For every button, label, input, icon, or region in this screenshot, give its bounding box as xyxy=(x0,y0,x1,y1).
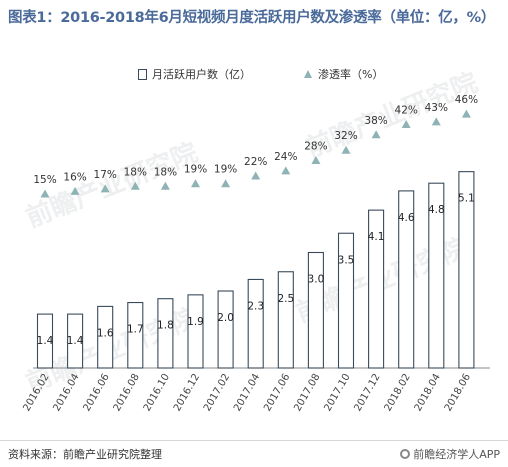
bar xyxy=(127,301,144,369)
penetration-label: 46% xyxy=(455,94,478,106)
penetration-marker xyxy=(311,156,321,165)
penetration-label: 22% xyxy=(244,156,267,168)
penetration-marker xyxy=(281,166,291,175)
penetration-marker xyxy=(371,130,381,139)
bar xyxy=(217,290,234,369)
penetration-label: 24% xyxy=(274,151,297,163)
penetration-marker xyxy=(401,119,411,128)
bar xyxy=(187,294,204,369)
bar-value-label: 5.1 xyxy=(458,193,475,205)
legend-item-penetration: 渗透率（%） xyxy=(304,66,383,82)
legend-item-mau: 月活跃用户数（亿） xyxy=(138,66,251,82)
legend-label-penetration: 渗透率（%） xyxy=(318,68,384,81)
penetration-label: 17% xyxy=(94,169,117,181)
bar-value-label: 2.0 xyxy=(217,312,234,324)
x-tick-label: 2017.12 xyxy=(352,372,382,413)
penetration-marker xyxy=(100,184,110,193)
x-tick-label: 2016.12 xyxy=(172,372,202,413)
bar xyxy=(428,182,445,369)
x-tick-label: 2017.02 xyxy=(202,372,232,413)
x-tick-label: 2018.06 xyxy=(443,372,473,413)
bar xyxy=(307,251,324,369)
bar-value-label: 4.6 xyxy=(398,212,415,224)
penetration-marker xyxy=(160,181,170,190)
bar-value-label: 3.5 xyxy=(338,254,355,266)
x-tick-label: 2016.10 xyxy=(142,372,172,413)
bar-value-label: 1.4 xyxy=(37,335,54,347)
penetration-label: 16% xyxy=(63,171,86,183)
bar-value-label: 1.7 xyxy=(127,324,144,336)
x-tick-label: 2018.04 xyxy=(413,372,443,413)
penetration-marker xyxy=(431,117,441,126)
penetration-label: 19% xyxy=(214,164,237,176)
legend: 月活跃用户数（亿） 渗透率（%） xyxy=(0,66,508,84)
brand: 前瞻经济学人APP xyxy=(400,446,500,462)
bar-value-label: 1.4 xyxy=(67,335,84,347)
x-tick-label: 2017.10 xyxy=(322,372,352,413)
bar xyxy=(97,305,114,369)
penetration-marker xyxy=(70,186,80,195)
penetration-label: 18% xyxy=(124,166,147,178)
penetration-label: 43% xyxy=(425,102,448,114)
bar-value-label: 1.9 xyxy=(187,316,204,328)
source-note: 资料来源：前瞻产业研究院整理 xyxy=(8,448,162,461)
legend-triangle-swatch xyxy=(304,70,312,78)
chart-title: 图表1：2016-2018年6月短视频月度活跃用户数及渗透率（单位：亿，%） xyxy=(8,10,496,26)
x-tick-label: 2017.06 xyxy=(262,372,292,413)
legend-label-mau: 月活跃用户数（亿） xyxy=(152,68,251,81)
penetration-marker xyxy=(251,171,261,180)
bar xyxy=(277,271,294,369)
x-tick-label: 2017.04 xyxy=(232,372,262,413)
penetration-marker xyxy=(341,145,351,154)
bar xyxy=(157,298,174,369)
bar-value-label: 1.6 xyxy=(97,327,114,339)
penetration-marker xyxy=(461,109,471,118)
x-tick-label: 2016.06 xyxy=(82,372,112,413)
penetration-marker xyxy=(130,181,140,190)
penetration-label: 42% xyxy=(395,104,418,116)
bar xyxy=(458,171,475,369)
bar xyxy=(36,313,54,369)
bar xyxy=(398,190,415,369)
penetration-label: 38% xyxy=(364,115,387,127)
x-tick-label: 2016.02 xyxy=(21,372,51,413)
penetration-label: 18% xyxy=(154,166,177,178)
bar-value-label: 2.5 xyxy=(277,293,294,305)
penetration-marker xyxy=(191,179,200,188)
bar xyxy=(67,313,84,369)
bar-value-label: 2.3 xyxy=(247,300,264,312)
footer: 资料来源：前瞻产业研究院整理 前瞻经济学人APP xyxy=(0,440,508,467)
x-tick-label: 2017.08 xyxy=(292,372,322,413)
chart-plot: 1.4 15% 2016.02 1.4 16% 2016.04 1.6 17% 2016.06 1… xyxy=(21,94,490,413)
x-tick-label: 2018.02 xyxy=(383,372,413,413)
bar xyxy=(247,278,264,369)
x-tick-label: 2016.08 xyxy=(112,372,142,413)
brand-logo-icon xyxy=(400,449,411,459)
bar-value-label: 4.1 xyxy=(368,231,385,243)
bar xyxy=(337,232,355,369)
penetration-label: 15% xyxy=(33,174,56,186)
legend-bar-swatch xyxy=(138,68,147,80)
penetration-marker xyxy=(40,189,50,198)
penetration-label: 32% xyxy=(334,130,357,142)
bar-value-label: 3.0 xyxy=(308,274,325,286)
penetration-label: 19% xyxy=(184,164,207,176)
bar-value-label: 4.8 xyxy=(428,204,445,216)
bar xyxy=(368,209,385,369)
penetration-marker xyxy=(221,179,231,188)
brand-label: 前瞻经济学人APP xyxy=(413,448,500,461)
x-tick-label: 2016.04 xyxy=(51,372,81,413)
bar-value-label: 1.8 xyxy=(157,320,174,332)
penetration-label: 28% xyxy=(304,141,327,153)
